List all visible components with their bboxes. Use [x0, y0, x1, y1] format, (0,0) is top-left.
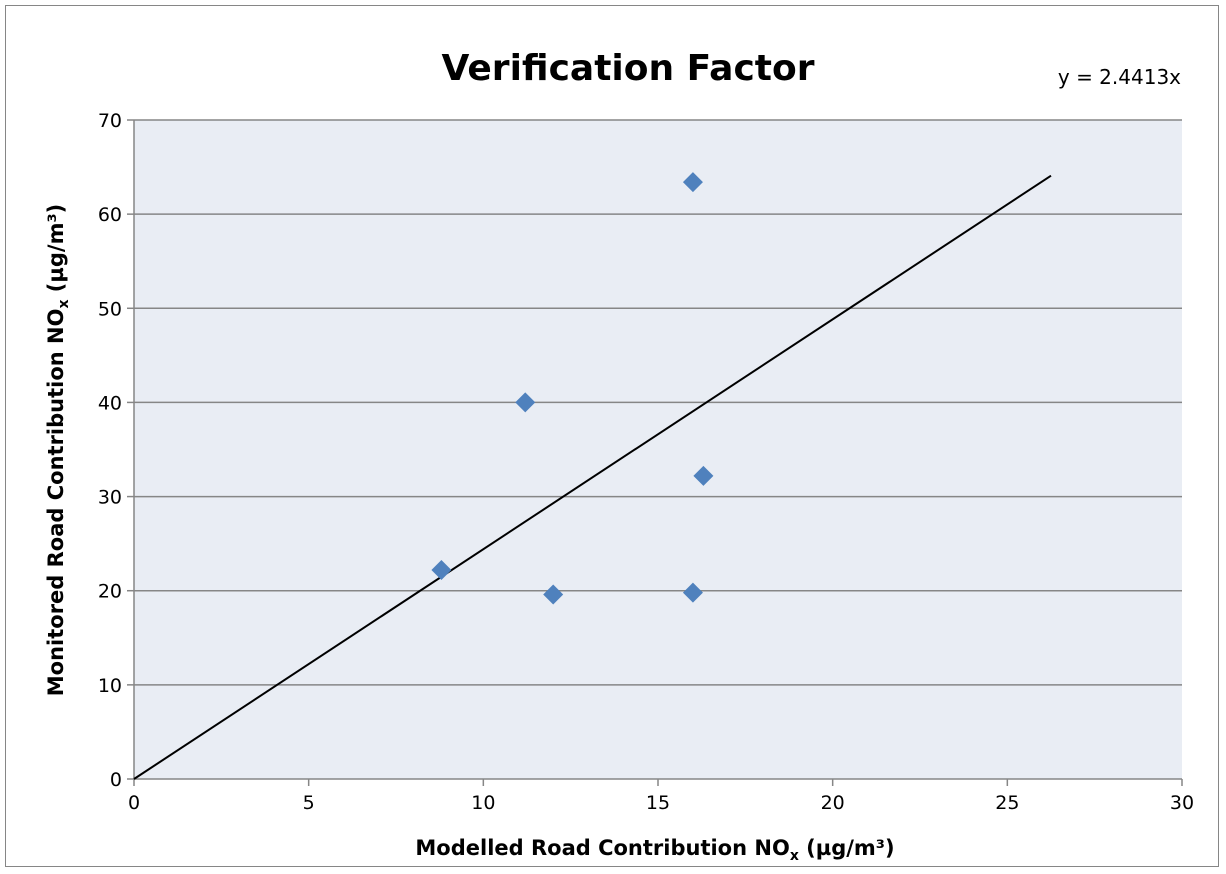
y-tick-label: 40 [98, 392, 122, 414]
x-axis-label-units: (µg/m³) [799, 836, 895, 860]
x-axis-label-main: Modelled Road Contribution NO [415, 836, 789, 860]
y-tick-label: 30 [98, 487, 122, 509]
x-axis-label: Modelled Road Contribution NOx (µg/m³) [415, 836, 894, 864]
data-point-marker [515, 392, 536, 413]
x-tick-label: 10 [471, 792, 495, 814]
y-tick-label: 0 [110, 769, 122, 791]
x-tick-label: 30 [1170, 792, 1194, 814]
x-tick-labels: 0 5 10 15 20 25 30 [128, 792, 1194, 814]
y-tick-labels: 0 10 20 30 40 50 60 70 [98, 110, 122, 791]
x-tick-label: 15 [646, 792, 670, 814]
y-tick-label: 20 [98, 581, 122, 603]
y-tick-label: 70 [98, 110, 122, 132]
axes [133, 120, 1182, 780]
y-axis-label-main: Monitored Road Contribution NO [44, 309, 68, 697]
y-tick-label: 60 [98, 204, 122, 226]
gridlines [127, 119, 1183, 786]
data-point-marker [431, 560, 452, 581]
trendline [133, 174, 1052, 780]
trendline-layer [133, 174, 1052, 780]
y-axis-label-units: (µg/m³) [44, 204, 68, 300]
x-axis-label-subscript: x [790, 848, 799, 864]
data-point-marker [682, 172, 703, 193]
x-tick-label: 5 [303, 792, 315, 814]
plot-area [134, 120, 1182, 779]
y-axis-label: Monitored Road Contribution NOx (µg/m³) [44, 204, 72, 697]
data-points [431, 172, 714, 605]
data-point-marker [693, 465, 714, 486]
x-tick-label: 0 [128, 792, 140, 814]
x-tick-label: 20 [821, 792, 845, 814]
data-point-marker [682, 582, 703, 603]
y-tick-label: 10 [98, 675, 122, 697]
y-axis-label-subscript: x [56, 300, 72, 309]
y-tick-label: 50 [98, 298, 122, 320]
data-point-marker [543, 584, 564, 605]
chart-title: Verification Factor [442, 48, 815, 89]
trendline-equation: y = 2.4413x [1058, 65, 1181, 89]
x-tick-label: 25 [995, 792, 1019, 814]
